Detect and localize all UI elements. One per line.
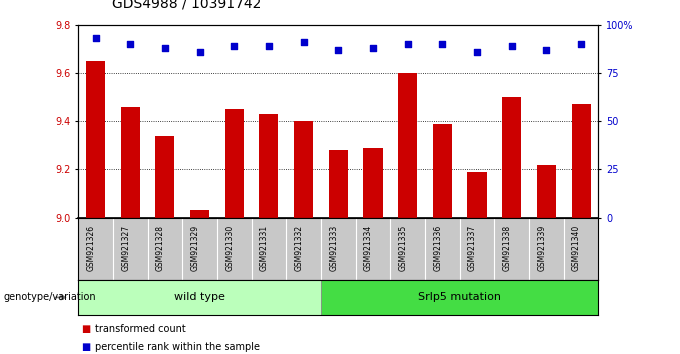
Bar [363,148,383,218]
Bar [155,136,175,218]
Text: GSM921339: GSM921339 [537,225,546,272]
Text: GSM921333: GSM921333 [329,225,338,272]
Point [575,41,586,47]
Point [471,49,482,55]
Bar [294,121,313,218]
Bar [190,211,209,218]
Bar [86,61,105,218]
Bar [224,109,244,218]
Point [194,49,205,55]
Text: GSM921329: GSM921329 [190,225,200,271]
Text: GSM921334: GSM921334 [364,225,373,272]
Bar [467,172,487,218]
Bar [328,150,348,218]
Bar [571,104,591,218]
Text: percentile rank within the sample: percentile rank within the sample [95,342,260,352]
Point [541,47,551,53]
Text: GSM921332: GSM921332 [294,225,303,271]
Text: GSM921337: GSM921337 [468,225,477,272]
Point [402,41,413,47]
Bar [259,114,279,218]
Point [298,39,309,45]
Point [506,43,517,49]
Point [124,41,135,47]
Point [367,45,378,51]
Text: GSM921326: GSM921326 [86,225,95,271]
Text: GSM921338: GSM921338 [503,225,511,271]
Text: GSM921335: GSM921335 [398,225,407,272]
Point [228,43,239,49]
Text: GSM921327: GSM921327 [121,225,130,271]
Point [159,45,170,51]
Text: GSM921336: GSM921336 [433,225,442,272]
Text: GSM921331: GSM921331 [260,225,269,271]
Point [90,35,101,41]
Text: ■: ■ [82,342,91,352]
Text: GSM921330: GSM921330 [225,225,234,272]
Bar [398,73,418,218]
Bar [502,97,522,218]
Text: wild type: wild type [174,292,225,302]
Bar [432,124,452,218]
Point [437,41,447,47]
Text: transformed count: transformed count [95,324,186,334]
Bar [120,107,140,218]
Text: GSM921328: GSM921328 [156,225,165,271]
Point [263,43,274,49]
Text: genotype/variation: genotype/variation [3,292,96,302]
Bar [321,280,598,315]
Text: GDS4988 / 10391742: GDS4988 / 10391742 [112,0,262,11]
Bar [537,165,556,218]
Text: ■: ■ [82,324,91,334]
Point [333,47,343,53]
Bar [78,280,321,315]
Text: GSM921340: GSM921340 [572,225,581,272]
Text: Srlp5 mutation: Srlp5 mutation [418,292,501,302]
